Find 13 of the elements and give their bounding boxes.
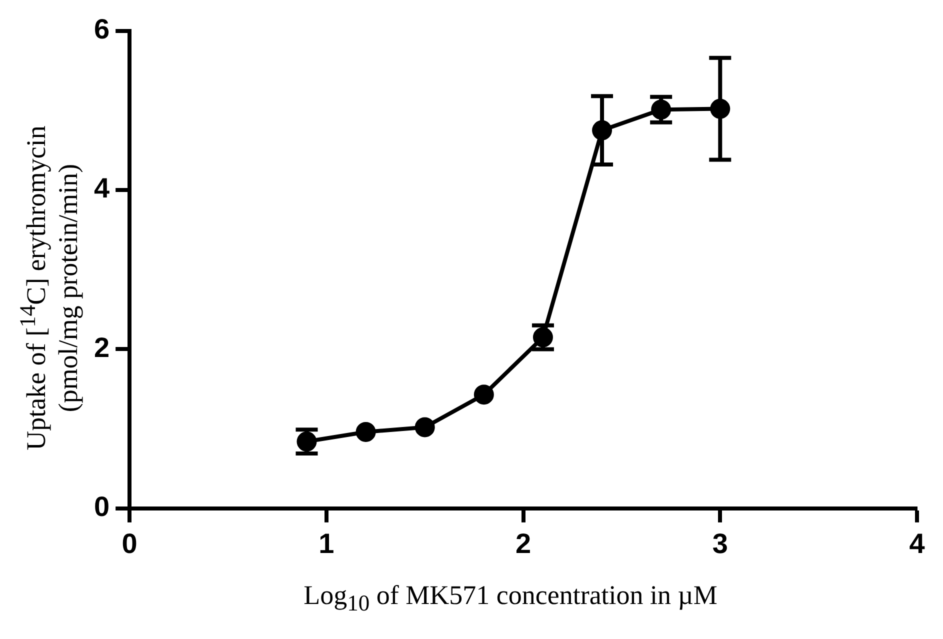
x-tick-label: 0 [122,528,138,559]
x-tick-label: 4 [909,528,926,559]
x-tick-label: 3 [712,528,728,559]
x-axis-title: Log$_{10}$ of MK571 concentration in µM [302,580,718,616]
point [356,422,376,442]
point [474,384,494,405]
x-tick-label: 1 [318,528,334,559]
y-tick-label: 2 [94,332,110,363]
y-tick-label: 0 [94,491,110,522]
point [414,417,435,438]
y-tick-label: 6 [94,14,110,45]
x-tick-label: 2 [515,528,532,559]
y-tick-label: 4 [94,172,110,204]
